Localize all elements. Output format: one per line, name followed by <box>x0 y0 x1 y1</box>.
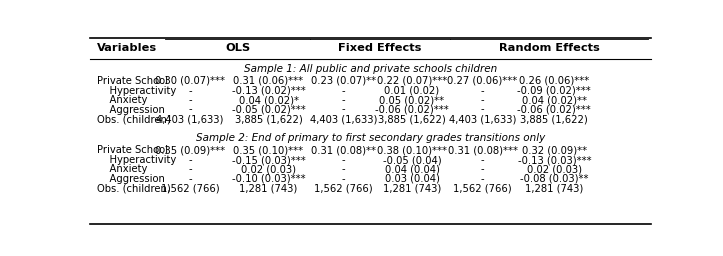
Text: 0.23 (0.07)**: 0.23 (0.07)** <box>311 76 376 86</box>
Text: -0.10 (0.03)***: -0.10 (0.03)*** <box>232 174 305 184</box>
Text: 1,562 (766): 1,562 (766) <box>453 184 512 194</box>
Text: 0.03 (0.04): 0.03 (0.04) <box>385 174 440 184</box>
Text: Hyperactivity: Hyperactivity <box>97 86 176 96</box>
Text: -0.06 (0.02)***: -0.06 (0.02)*** <box>518 104 591 115</box>
Text: -: - <box>188 95 192 105</box>
Text: -: - <box>342 165 346 175</box>
Text: Obs. (children): Obs. (children) <box>97 184 171 194</box>
Text: -: - <box>188 174 192 184</box>
Text: 1,281 (743): 1,281 (743) <box>239 184 298 194</box>
Text: -0.13 (0.03)***: -0.13 (0.03)*** <box>518 155 591 165</box>
Text: Aggression: Aggression <box>97 104 165 115</box>
Text: Variables: Variables <box>97 43 157 53</box>
Text: -: - <box>481 165 484 175</box>
Text: -0.09 (0.02)***: -0.09 (0.02)*** <box>518 86 591 96</box>
Text: Fixed Effects: Fixed Effects <box>338 43 422 53</box>
Text: 4,403 (1,633): 4,403 (1,633) <box>156 114 224 124</box>
Text: 0.30 (0.07)***: 0.30 (0.07)*** <box>155 76 225 86</box>
Text: 0.38 (0.10)***: 0.38 (0.10)*** <box>377 145 447 155</box>
Text: 0.04 (0.02)**: 0.04 (0.02)** <box>522 95 587 105</box>
Text: -0.06 (0.02)***: -0.06 (0.02)*** <box>375 104 449 115</box>
Text: 0.22 (0.07)***: 0.22 (0.07)*** <box>377 76 447 86</box>
Text: 0.31 (0.08)***: 0.31 (0.08)*** <box>448 145 518 155</box>
Text: 0.04 (0.02)*: 0.04 (0.02)* <box>239 95 299 105</box>
Text: 4,403 (1,633): 4,403 (1,633) <box>449 114 516 124</box>
Text: -: - <box>481 155 484 165</box>
Text: 0.01 (0.02): 0.01 (0.02) <box>385 86 440 96</box>
Text: -: - <box>188 165 192 175</box>
Text: Anxiety: Anxiety <box>97 165 147 175</box>
Text: -: - <box>342 104 346 115</box>
Text: 0.27 (0.06)***: 0.27 (0.06)*** <box>448 76 518 86</box>
Text: 0.02 (0.03): 0.02 (0.03) <box>527 165 582 175</box>
Text: -: - <box>481 86 484 96</box>
Text: 4,403 (1,633): 4,403 (1,633) <box>310 114 377 124</box>
Text: 0.31 (0.06)***: 0.31 (0.06)*** <box>234 76 304 86</box>
Text: Sample 2: End of primary to first secondary grades transitions only: Sample 2: End of primary to first second… <box>196 133 545 143</box>
Text: 1,562 (766): 1,562 (766) <box>315 184 373 194</box>
Text: 0.35 (0.10)***: 0.35 (0.10)*** <box>234 145 304 155</box>
Text: Aggression: Aggression <box>97 174 165 184</box>
Text: Hyperactivity: Hyperactivity <box>97 155 176 165</box>
Text: -: - <box>342 174 346 184</box>
Text: -: - <box>481 95 484 105</box>
Text: -0.05 (0.04): -0.05 (0.04) <box>382 155 441 165</box>
Text: 0.32 (0.09)**: 0.32 (0.09)** <box>522 145 587 155</box>
Text: 0.05 (0.02)**: 0.05 (0.02)** <box>380 95 445 105</box>
Text: -0.05 (0.02)***: -0.05 (0.02)*** <box>231 104 305 115</box>
Text: OLS: OLS <box>225 43 250 53</box>
Text: -: - <box>188 104 192 115</box>
Text: 3,885 (1,622): 3,885 (1,622) <box>521 114 589 124</box>
Text: 0.26 (0.06)***: 0.26 (0.06)*** <box>519 76 589 86</box>
Text: 1,562 (766): 1,562 (766) <box>161 184 219 194</box>
Text: Sample 1: All public and private schools children: Sample 1: All public and private schools… <box>244 63 497 73</box>
Text: Private School: Private School <box>97 145 168 155</box>
Text: 1,281 (743): 1,281 (743) <box>383 184 441 194</box>
Text: -: - <box>188 155 192 165</box>
Text: 0.04 (0.04): 0.04 (0.04) <box>385 165 440 175</box>
Text: Obs. (children): Obs. (children) <box>97 114 171 124</box>
Text: 0.35 (0.09)***: 0.35 (0.09)*** <box>155 145 225 155</box>
Text: 3,885 (1,622): 3,885 (1,622) <box>378 114 446 124</box>
Text: Random Effects: Random Effects <box>499 43 599 53</box>
Text: -: - <box>481 104 484 115</box>
Text: -: - <box>342 155 346 165</box>
Text: -0.15 (0.03)***: -0.15 (0.03)*** <box>231 155 305 165</box>
Text: 1,281 (743): 1,281 (743) <box>525 184 583 194</box>
Text: -: - <box>481 174 484 184</box>
Text: 3,885 (1,622): 3,885 (1,622) <box>235 114 302 124</box>
Text: -0.08 (0.03)**: -0.08 (0.03)** <box>520 174 589 184</box>
Text: 0.31 (0.08)**: 0.31 (0.08)** <box>311 145 376 155</box>
Text: Private School: Private School <box>97 76 168 86</box>
Text: 0.02 (0.03): 0.02 (0.03) <box>241 165 296 175</box>
Text: -: - <box>188 86 192 96</box>
Text: -: - <box>342 86 346 96</box>
Text: -0.13 (0.02)***: -0.13 (0.02)*** <box>231 86 305 96</box>
Text: Anxiety: Anxiety <box>97 95 147 105</box>
Text: -: - <box>342 95 346 105</box>
